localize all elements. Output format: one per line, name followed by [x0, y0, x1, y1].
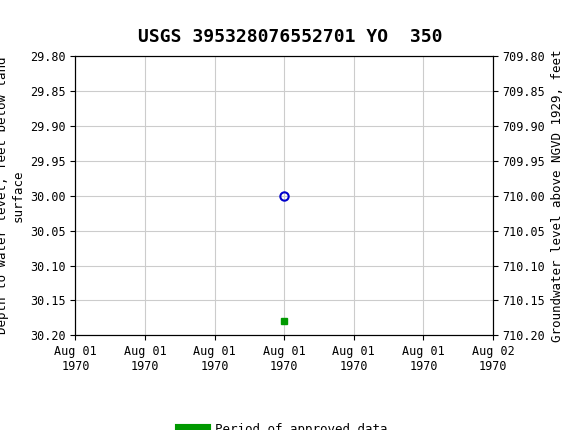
Y-axis label: Depth to water level, feet below land
surface: Depth to water level, feet below land su…: [0, 57, 24, 335]
Text: ≡USGS: ≡USGS: [6, 7, 104, 31]
Legend: Period of approved data: Period of approved data: [176, 418, 393, 430]
Text: USGS 395328076552701 YO  350: USGS 395328076552701 YO 350: [138, 28, 442, 46]
Y-axis label: Groundwater level above NGVD 1929, feet: Groundwater level above NGVD 1929, feet: [551, 49, 564, 342]
